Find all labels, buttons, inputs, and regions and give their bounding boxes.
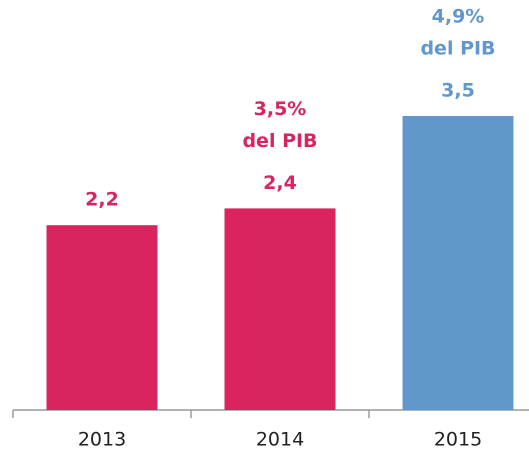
annotation: del PIB bbox=[420, 38, 495, 60]
bar bbox=[224, 208, 336, 410]
annotation: del PIB bbox=[242, 130, 317, 152]
bar bbox=[46, 225, 158, 410]
value-label: 3,5 bbox=[441, 80, 475, 102]
x-tick-label: 2015 bbox=[434, 429, 482, 451]
value-label: 2,2 bbox=[85, 189, 119, 211]
x-tick-label: 2013 bbox=[78, 429, 126, 451]
value-label: 2,4 bbox=[263, 172, 297, 194]
annotation: 3,5% bbox=[254, 98, 307, 120]
annotation: 4,9% bbox=[432, 6, 485, 28]
bar bbox=[402, 116, 514, 410]
x-tick-label: 2014 bbox=[256, 429, 304, 451]
